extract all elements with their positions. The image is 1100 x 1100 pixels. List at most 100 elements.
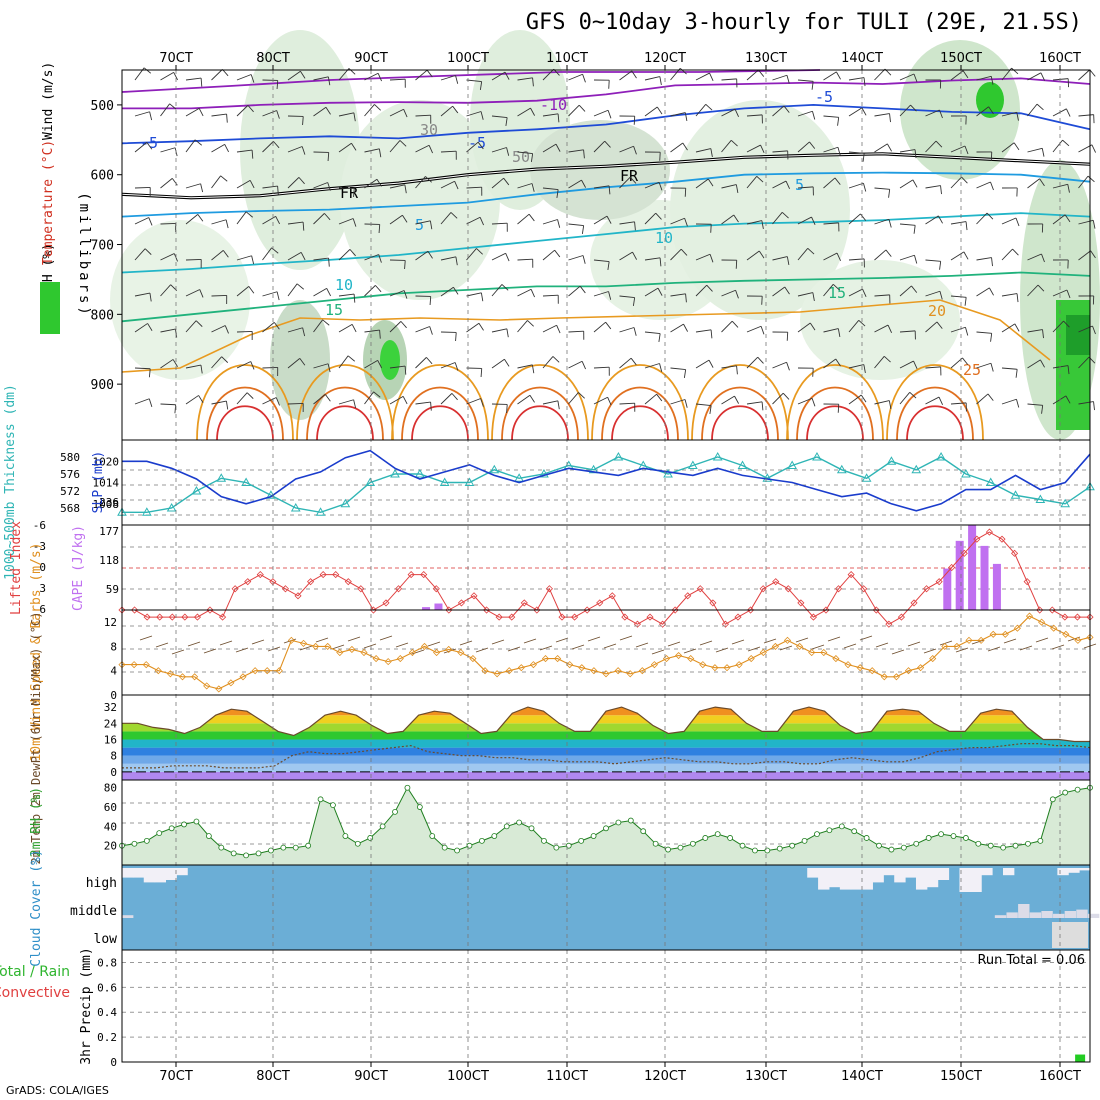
wind-barb [211,356,229,369]
lifted-index-marker [621,613,629,621]
lifted-index-marker [973,535,981,543]
wind-barb [517,364,535,374]
wind-barb [219,640,233,646]
wind-barb [440,75,459,84]
wind-barb [1027,103,1044,117]
wind-barb [899,73,918,83]
y-tick-label: 118 [99,554,119,567]
warm-temperature-contour [691,364,789,441]
wind-barb [338,293,356,303]
wind-speed-marker [396,655,404,663]
wind-barb [746,356,764,369]
wind-barb [779,645,793,651]
wind-barb [772,286,790,297]
rh-marker [950,833,957,839]
wind-barb [1052,259,1069,269]
wind-barb [721,395,740,405]
lifted-index-marker [759,585,767,593]
wind-barb [1019,645,1033,651]
wind-barb [507,646,521,652]
wind-barb [797,397,816,407]
lifted-index-marker [772,578,780,586]
rh-marker [1000,844,1007,851]
wind-barb [950,176,968,189]
rh-marker [627,817,634,824]
wind-barb [415,220,433,230]
lifted-index-marker [1061,613,1069,621]
wind-barb [287,327,306,337]
lifted-index-marker [822,606,830,614]
wind-barb [517,107,536,117]
lifted-index-marker [747,606,755,614]
wind-barb [874,143,892,153]
legend-rh: RH (%) [41,243,56,290]
y-tick-label: 32 [104,701,117,714]
lifted-index-marker [344,578,352,586]
lifted-index-marker [910,599,918,607]
y-tick-label: 24 [104,717,118,730]
wind-barb [695,403,712,415]
thickness-marker [712,451,723,461]
wind-barb [517,394,535,405]
wind-barb [415,114,432,124]
wind-speed-marker [215,685,223,693]
rh-marker [838,823,845,830]
wind-barb [987,646,1001,652]
wind-barb [491,71,510,81]
thickness-marker [588,464,599,474]
wind-barb [287,251,306,261]
wind-barb [874,113,891,123]
rh-marker [379,823,386,830]
wind-barb [721,108,740,117]
wind-barb [171,649,185,655]
wind-speed-marker [360,648,368,657]
rh-marker [640,828,647,835]
wind-barb [1027,359,1045,369]
wind-barb [491,252,510,262]
wind-barb [925,109,943,119]
temperature-contour [121,171,1091,218]
wind-barb [411,649,425,655]
rh-marker [156,830,163,837]
y-tick-label: 568 [60,502,80,515]
warm-temperature-contour [601,386,679,441]
wind-barb [1027,253,1045,263]
wind-barb [925,290,943,300]
wind-speed-marker [723,664,731,672]
lifted-index-marker [206,606,214,614]
wind-barb [364,285,382,297]
wind-barb [874,355,891,369]
cloud-cell-middle [1029,912,1042,918]
wind-barb [287,70,306,81]
cloud-cell-high [176,868,188,876]
rh-marker [590,833,597,839]
wind-barb [415,250,433,261]
wind-barb [797,367,814,377]
lifted-index-marker [307,578,315,586]
legend-temperature: Temperature (°C) [41,140,56,265]
wind-barb [721,365,738,375]
contour-label: 5 [415,216,424,234]
wind-barb [1078,401,1095,411]
lifted-index-marker [508,613,516,621]
wind-barb [440,393,458,405]
thickness-marker [241,477,251,486]
wind-barb [491,115,508,127]
wind-barb [542,356,560,369]
y-axis-label-cloud: Cloud Cover (%) [29,849,44,966]
rh-marker [342,833,349,839]
wind-barb [721,289,739,299]
thickness-marker [514,473,524,482]
thickness-marker [688,460,698,469]
wind-barb [466,186,483,196]
y-tick-label: 1008 [93,498,120,511]
warm-temperature-contour [886,364,984,441]
rh-marker [541,837,547,844]
lifted-index-marker [382,599,390,607]
wind-barb [542,294,559,304]
warm-temperature-contour [316,405,374,441]
wind-barb [568,104,586,117]
wind-barb [797,141,816,153]
wind-barb [925,396,944,405]
wind-barb [440,362,459,371]
